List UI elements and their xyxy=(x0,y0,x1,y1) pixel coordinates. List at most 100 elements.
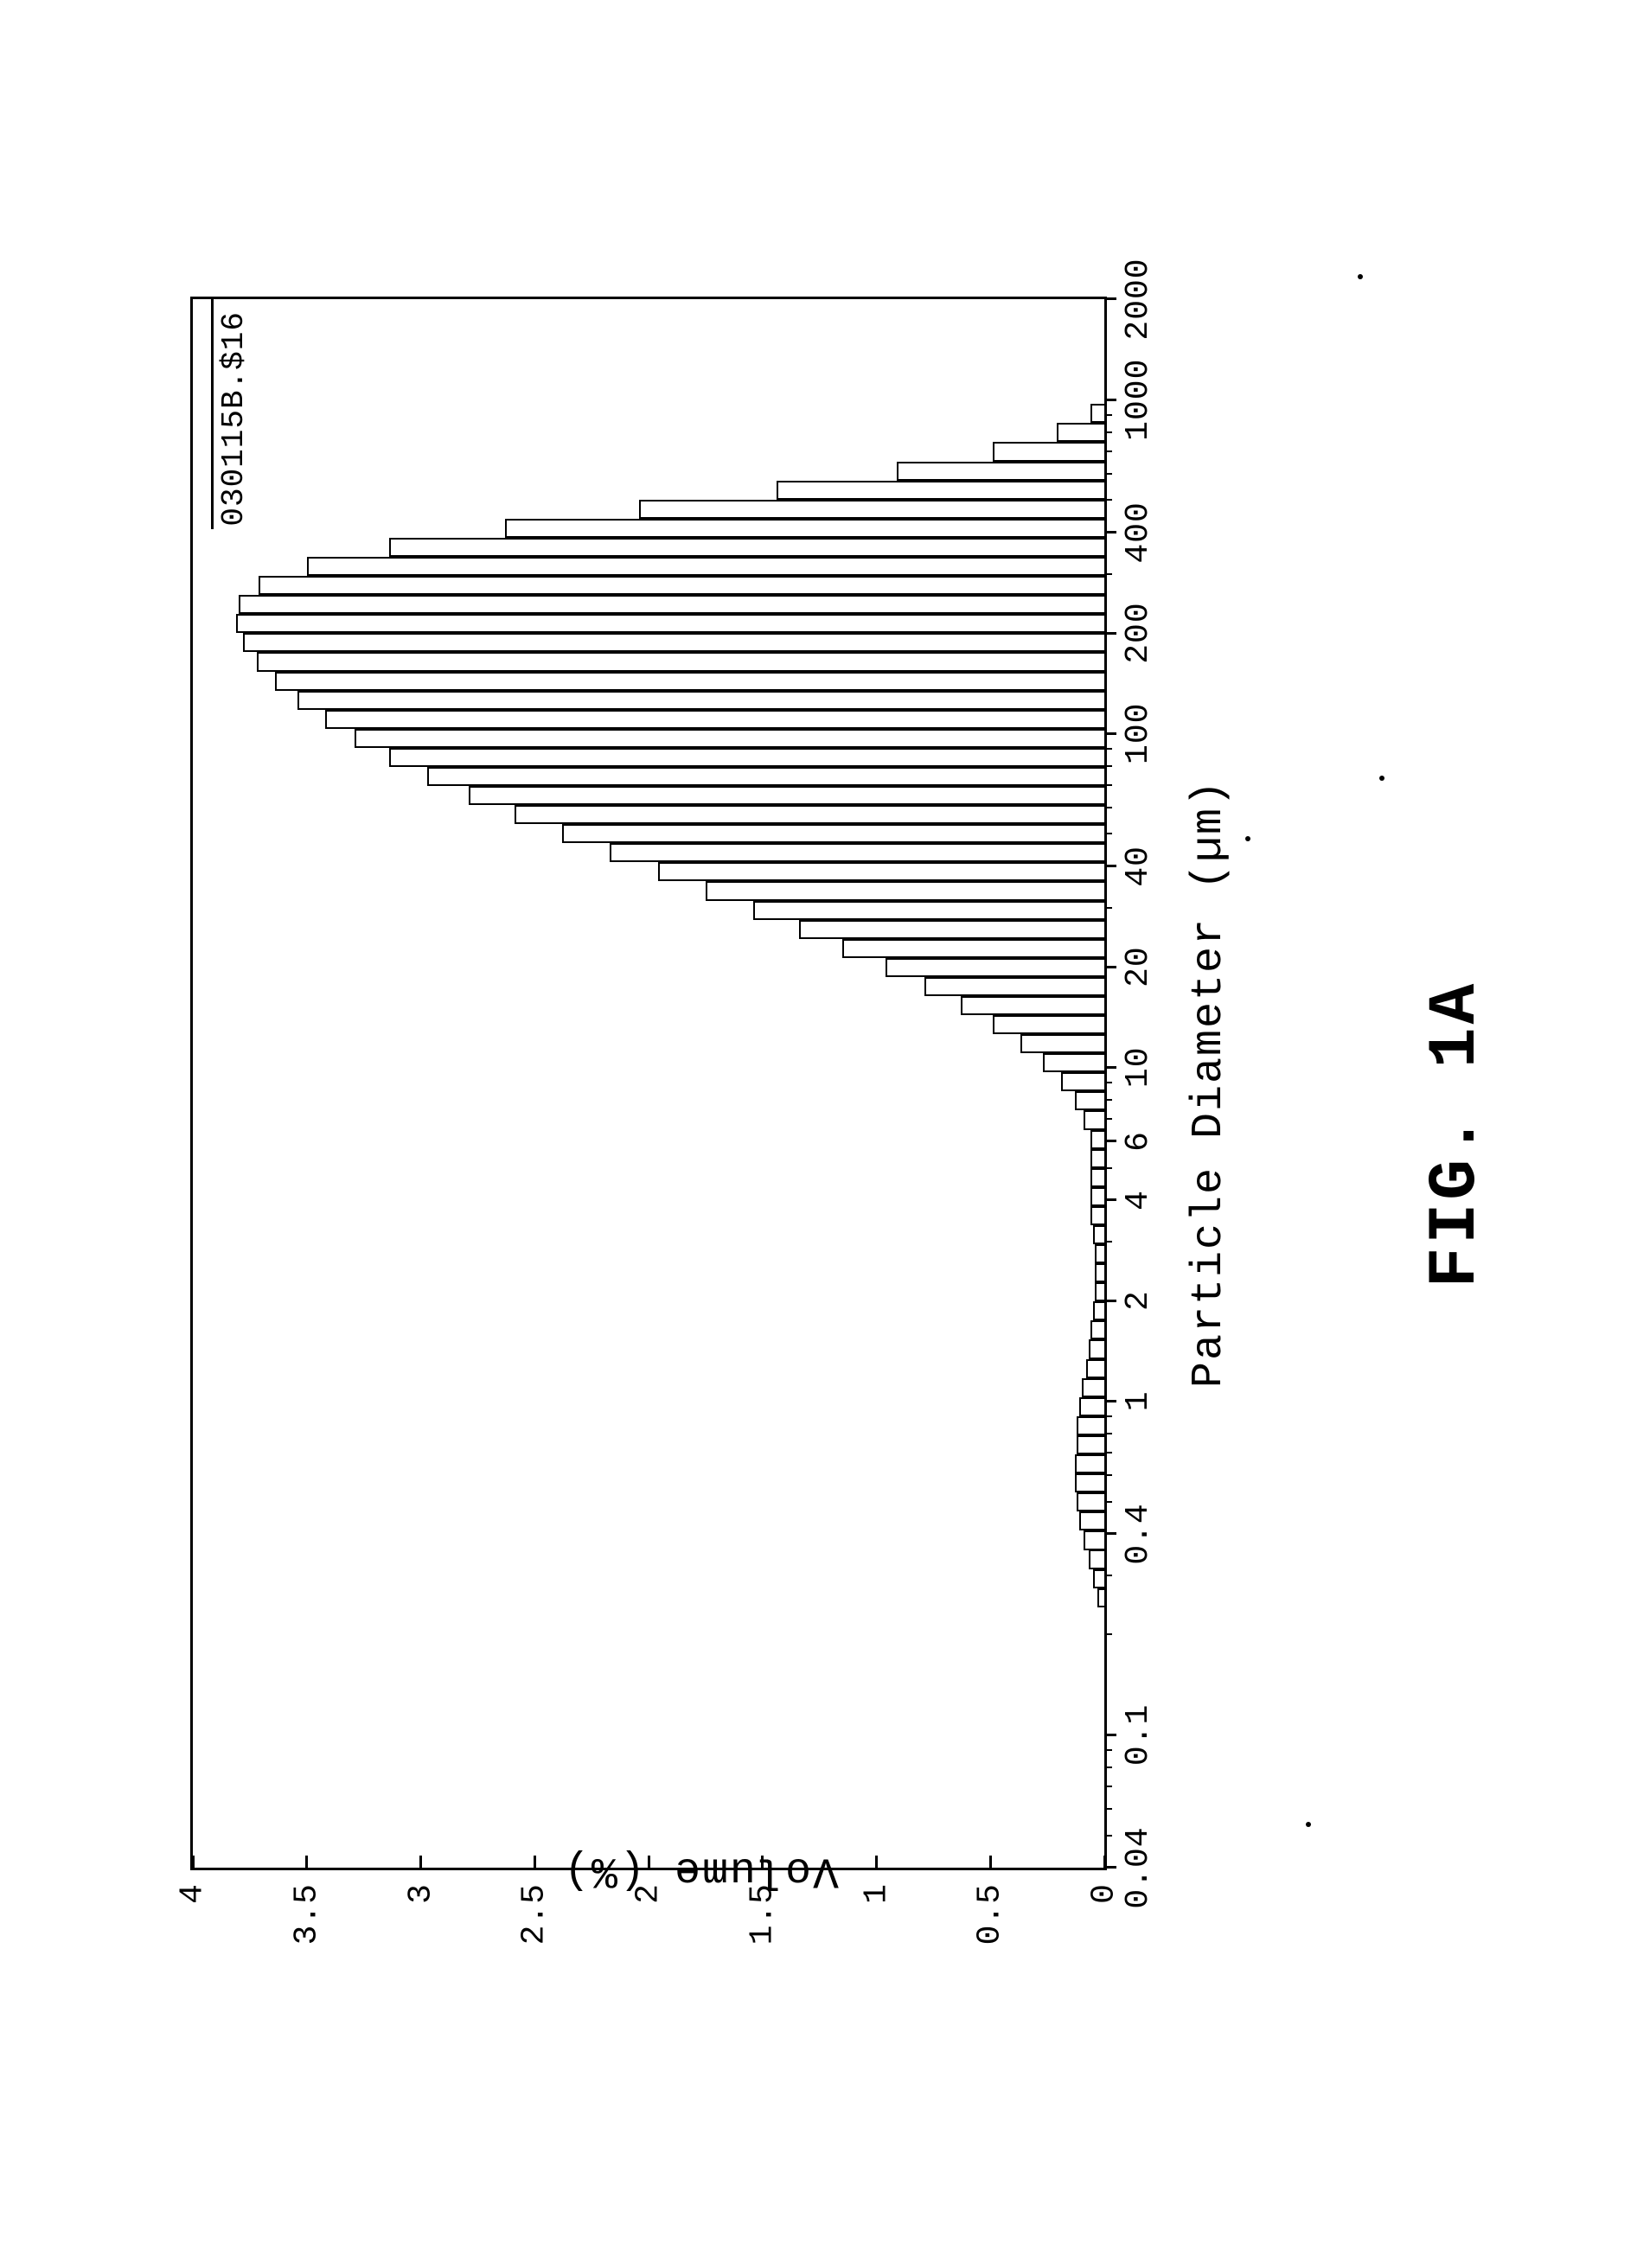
histogram-bar xyxy=(1090,1187,1104,1206)
histogram-bar xyxy=(1079,1511,1104,1530)
y-tick xyxy=(419,1856,422,1868)
histogram-bar xyxy=(886,958,1104,977)
histogram-bar xyxy=(1095,1244,1104,1263)
x-tick-label: 0.1 xyxy=(1104,1704,1157,1766)
x-tick-minor xyxy=(1104,1575,1112,1576)
x-tick-minor xyxy=(1104,966,1112,968)
histogram-bar xyxy=(562,824,1104,843)
histogram-bar xyxy=(1097,1588,1104,1607)
histogram-bar xyxy=(1077,1416,1104,1435)
histogram-bar xyxy=(355,729,1104,748)
artifact-dot xyxy=(1379,776,1384,781)
histogram-bar xyxy=(1090,1168,1104,1187)
histogram-bar xyxy=(1077,1435,1104,1454)
x-tick-label: 100 xyxy=(1104,703,1157,764)
y-tick xyxy=(761,1856,764,1868)
x-tick-minor xyxy=(1104,1452,1112,1453)
artifact-dot xyxy=(1358,274,1363,279)
histogram-bar xyxy=(505,519,1104,538)
x-tick-minor xyxy=(1104,1415,1112,1417)
histogram-bar xyxy=(307,557,1104,576)
histogram-bar xyxy=(1075,1454,1104,1473)
histogram-bar xyxy=(777,481,1104,500)
x-tick-minor xyxy=(1104,632,1112,634)
x-tick-label: 2000 xyxy=(1104,258,1157,340)
histogram-bar xyxy=(706,881,1104,900)
histogram-bar xyxy=(427,767,1104,786)
histogram-bar xyxy=(1093,1301,1104,1320)
x-tick-minor xyxy=(1104,866,1112,867)
y-tick xyxy=(534,1856,536,1868)
x-tick-minor xyxy=(1104,1300,1112,1301)
x-tick-minor xyxy=(1104,1118,1112,1120)
histogram-bar xyxy=(236,614,1104,633)
histogram-bar xyxy=(1089,1339,1104,1358)
x-tick-minor xyxy=(1104,833,1112,834)
plot-area: 00.511.522.533.54 0.040.10.4124610204010… xyxy=(190,297,1107,1870)
histogram-bar xyxy=(1075,1473,1104,1492)
y-tick-label: 0.5 xyxy=(972,1868,1009,1945)
y-tick xyxy=(875,1856,878,1868)
x-tick-minor xyxy=(1104,784,1112,786)
x-tick-minor xyxy=(1104,1433,1112,1434)
x-tick-minor xyxy=(1104,1474,1112,1476)
x-tick-minor xyxy=(1104,1808,1112,1810)
bars-container xyxy=(193,299,1104,1868)
y-tick-label: 1.5 xyxy=(744,1868,781,1945)
x-tick-minor xyxy=(1104,807,1112,808)
x-tick-label: 2 xyxy=(1104,1290,1157,1311)
figure-label: FIG. 1A xyxy=(1418,0,1494,2268)
histogram-bar xyxy=(1090,404,1104,423)
x-axis-title: Particle Diameter (µm) xyxy=(1185,297,1234,1870)
y-tick-label: 3.5 xyxy=(288,1868,325,1945)
histogram-bar xyxy=(275,672,1104,691)
legend-line xyxy=(211,299,214,529)
y-tick-label: 1 xyxy=(858,1868,895,1904)
x-tick-minor xyxy=(1104,1533,1112,1535)
x-tick-minor xyxy=(1104,473,1112,475)
x-tick-label: 0.4 xyxy=(1104,1503,1157,1564)
x-tick-label: 40 xyxy=(1104,846,1157,887)
histogram-bar xyxy=(799,920,1104,939)
x-tick-minor xyxy=(1104,450,1112,452)
x-tick-minor xyxy=(1104,765,1112,767)
histogram-bar xyxy=(1075,1091,1104,1110)
artifact-dot xyxy=(1245,836,1250,841)
histogram-bar xyxy=(658,862,1104,881)
histogram-bar xyxy=(1020,1034,1105,1053)
x-tick-label: 6 xyxy=(1104,1131,1157,1152)
x-tick-label: 1 xyxy=(1104,1390,1157,1411)
x-tick-label: 20 xyxy=(1104,946,1157,987)
x-tick-minor xyxy=(1104,907,1112,909)
histogram-bar xyxy=(297,691,1104,710)
histogram-bar xyxy=(610,843,1104,862)
x-tick-minor xyxy=(1104,431,1112,433)
x-tick-minor xyxy=(1104,1167,1112,1169)
histogram-bar xyxy=(1090,1206,1104,1225)
histogram-bar xyxy=(961,996,1104,1015)
histogram-bar xyxy=(325,710,1104,729)
histogram-bar xyxy=(993,1015,1104,1034)
x-tick-label: 1000 xyxy=(1104,359,1157,441)
x-tick-minor xyxy=(1104,1241,1112,1243)
histogram-bar xyxy=(1090,1149,1104,1168)
x-tick-minor xyxy=(1104,1633,1112,1635)
y-tick xyxy=(192,1856,195,1868)
x-tick-minor xyxy=(1104,1099,1112,1101)
x-tick-minor xyxy=(1104,532,1112,533)
histogram-bar xyxy=(1086,1359,1104,1378)
histogram-bar xyxy=(1093,1569,1104,1588)
histogram-bar xyxy=(515,805,1104,824)
histogram-bar xyxy=(1090,1130,1104,1149)
histogram-bar xyxy=(243,633,1104,652)
histogram-bar xyxy=(1089,1549,1104,1568)
histogram-bar xyxy=(1061,1072,1104,1091)
histogram-bar xyxy=(1095,1263,1104,1282)
histogram-bar xyxy=(1093,1225,1104,1244)
histogram-bar xyxy=(1082,1378,1104,1397)
x-tick-minor xyxy=(1104,573,1112,575)
x-tick-minor xyxy=(1104,1786,1112,1787)
histogram-bar xyxy=(924,977,1104,996)
x-tick-label: 200 xyxy=(1104,602,1157,663)
histogram-bar xyxy=(1079,1397,1104,1416)
